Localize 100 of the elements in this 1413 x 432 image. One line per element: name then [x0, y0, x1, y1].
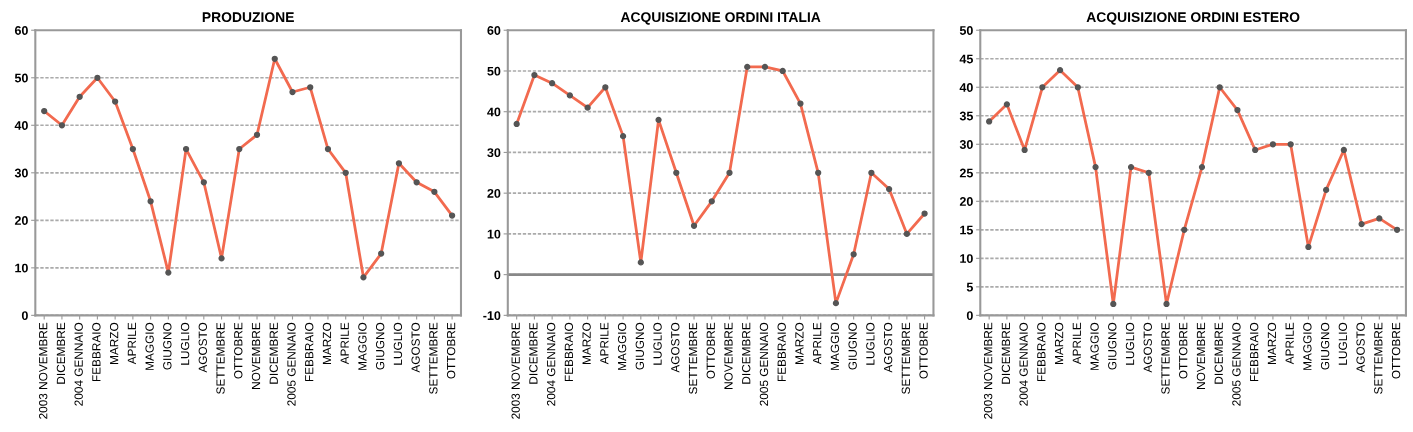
x-tick-label: APRILE: [600, 322, 609, 365]
chart-title: ACQUISIZIONE ORDINI ESTERO: [1086, 12, 1300, 25]
x-tick-label: MAGGIO: [145, 322, 154, 370]
x-tick-label: 2004 GENNAIO: [546, 322, 556, 406]
x-tick-label: NOVEMBRE: [1196, 322, 1206, 389]
x-tick-label: DICEMBRE: [742, 322, 751, 384]
x-tick-label: 2005 GENNAIO: [759, 322, 769, 406]
x-tick-label: APRILE: [127, 322, 136, 365]
x-tick-label: OTTOBRE: [446, 322, 456, 379]
x-tick-label: MAGGIO: [617, 322, 627, 370]
y-tick-label: 40: [959, 83, 973, 92]
y-tick-label: 45: [959, 54, 973, 64]
x-tick-label: MAGGIO: [830, 322, 840, 370]
x-tick-label: NOVEMBRE: [251, 322, 261, 389]
y-tick-label: 40: [14, 121, 28, 130]
x-tick-label: DICEMBRE: [1001, 322, 1011, 384]
y-tick-label: 50: [487, 66, 501, 76]
x-tick-label: MARZO: [109, 322, 119, 364]
x-tick-label: AGOSTO: [671, 322, 680, 373]
x-tick-label: FEBBRAIO: [305, 322, 314, 382]
x-tick-label: AGOSTO: [198, 322, 207, 373]
x-tick-label: AGOSTO: [883, 322, 893, 373]
x-tick-label: LUGLIO: [393, 322, 403, 365]
x-tick-label: MAGGIO: [1303, 322, 1312, 370]
x-tick-label: DICEMBRE: [1214, 322, 1223, 384]
y-tick-label: 0: [966, 311, 973, 321]
y-tick-label: 50: [14, 73, 28, 83]
x-tick-label: SETTEMBRE: [688, 322, 698, 394]
x-tick-label: LUGLIO: [653, 322, 662, 365]
x-tick-label: LUGLIO: [180, 322, 190, 365]
x-tick-label: APRILE: [340, 322, 349, 365]
x-tick-label: LUGLIO: [1125, 322, 1135, 365]
x-tick-label: OTTOBRE: [1179, 322, 1188, 379]
y-tick-label: 10: [15, 263, 28, 273]
y-tick-label: 5: [966, 282, 973, 292]
x-tick-label: DICEMBRE: [269, 322, 278, 384]
x-tick-label: MAGGIO: [358, 322, 367, 370]
x-tick-label: DICEMBRE: [56, 322, 66, 384]
x-tick-label: MARZO: [1267, 322, 1277, 364]
x-tick-label: 2003 NOVEMBRE: [39, 322, 48, 419]
y-tick-label: 30: [14, 168, 28, 178]
chart-title: ACQUISIZIONE ORDINI ITALIA: [620, 12, 821, 25]
x-tick-label: APRILE: [813, 322, 822, 365]
x-tick-label: DICEMBRE: [529, 322, 538, 384]
y-tick-label: 40: [487, 107, 501, 117]
x-tick-label: LUGLIO: [1338, 322, 1348, 365]
x-tick-label: GIUGNO: [1320, 322, 1330, 370]
x-tick-label: SETTEMBRE: [216, 322, 225, 394]
y-tick-label: 60: [487, 26, 501, 35]
y-tick-label: -10: [483, 311, 501, 321]
chart-title: PRODUZIONE: [202, 12, 294, 23]
y-tick-label: 0: [494, 270, 501, 280]
x-tick-label: NOVEMBRE: [724, 322, 733, 389]
x-tick-label: AGOSTO: [1143, 322, 1152, 373]
x-tick-label: AGOSTO: [411, 322, 420, 373]
y-tick-label: 10: [960, 254, 973, 263]
x-tick-label: FEBBRAIO: [92, 322, 101, 382]
x-tick-label: 2003 NOVEMBRE: [983, 322, 993, 419]
y-tick-label: 30: [959, 140, 973, 149]
x-tick-label: SETTEMBRE: [1161, 322, 1170, 394]
x-tick-label: MARZO: [1054, 322, 1064, 364]
x-tick-label: APRILE: [1285, 322, 1294, 365]
x-tick-label: APRILE: [1072, 322, 1081, 365]
x-tick-label: GIUGNO: [848, 322, 857, 370]
x-tick-label: GIUGNO: [635, 322, 644, 370]
x-tick-label: 2005 GENNAIO: [287, 322, 296, 406]
x-tick-label: 2004 GENNAIO: [74, 322, 83, 406]
x-tick-label: GIUGNO: [163, 322, 172, 370]
y-tick-label: 10: [487, 229, 501, 239]
x-tick-label: 2005 GENNAIO: [1232, 322, 1241, 406]
y-tick-label: 50: [959, 26, 973, 35]
x-tick-label: FEBBRAIO: [1037, 322, 1046, 382]
x-tick-label: MAGGIO: [1090, 322, 1099, 370]
x-tick-label: SETTEMBRE: [429, 322, 438, 394]
x-tick-label: FEBBRAIO: [564, 322, 574, 382]
x-tick-label: GIUGNO: [375, 322, 385, 370]
x-tick-label: OTTOBRE: [234, 322, 243, 379]
x-tick-label: MARZO: [582, 322, 591, 364]
x-tick-label: OTTOBRE: [1391, 322, 1401, 379]
x-tick-label: OTTOBRE: [919, 322, 928, 379]
y-tick-label: 0: [21, 311, 28, 321]
y-tick-label: 60: [14, 26, 28, 35]
y-tick-label: 25: [959, 168, 973, 178]
x-tick-label: GIUGNO: [1108, 322, 1117, 370]
x-tick-label: MARZO: [795, 322, 804, 364]
x-tick-label: LUGLIO: [866, 322, 875, 365]
x-tick-label: OTTOBRE: [706, 322, 715, 379]
x-tick-label: MARZO: [322, 322, 332, 364]
y-tick-label: 20: [959, 197, 973, 206]
x-tick-label: 2004 GENNAIO: [1019, 322, 1028, 406]
x-tick-label: SETTEMBRE: [901, 322, 911, 394]
y-tick-label: 20: [14, 216, 28, 225]
x-tick-label: FEBBRAIO: [777, 322, 786, 382]
y-tick-label: 35: [959, 111, 973, 121]
x-tick-label: AGOSTO: [1356, 322, 1365, 373]
x-tick-label: 2003 NOVEMBRE: [511, 322, 520, 419]
y-tick-label: 20: [487, 188, 501, 198]
x-tick-label: SETTEMBRE: [1374, 322, 1383, 394]
x-tick-label: FEBBRAIO: [1249, 322, 1259, 382]
y-tick-label: 15: [960, 225, 973, 235]
